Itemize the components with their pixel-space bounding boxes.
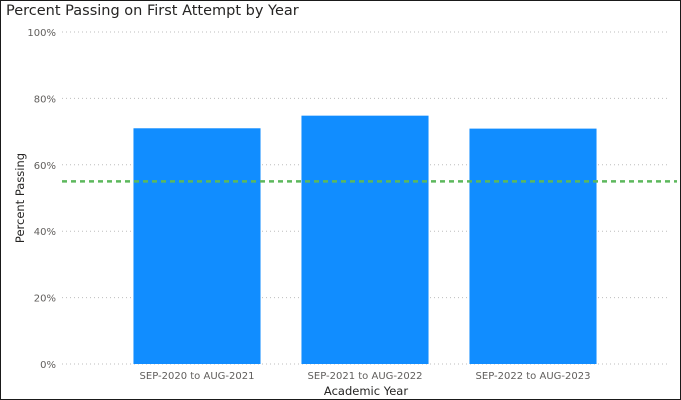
y-axis-title: Percent Passing [13, 153, 27, 243]
y-axis-ticks: 0% 20% 40% 60% 80% 100% [27, 28, 56, 371]
y-tick-label: 100% [27, 28, 56, 39]
y-tick-label: 60% [34, 161, 56, 172]
y-tick-label: 0% [40, 360, 56, 371]
bars [133, 115, 597, 364]
bar[interactable] [469, 128, 597, 364]
x-tick-label: SEP-2020 to AUG-2021 [140, 371, 255, 382]
y-tick-label: 40% [34, 227, 56, 238]
bar[interactable] [133, 128, 261, 364]
y-tick-label: 80% [34, 94, 56, 105]
x-axis-title: Academic Year [324, 384, 408, 398]
x-tick-label: SEP-2021 to AUG-2022 [308, 371, 423, 382]
x-tick-label: SEP-2022 to AUG-2023 [476, 371, 591, 382]
x-axis-ticks: SEP-2020 to AUG-2021 SEP-2021 to AUG-2022… [140, 371, 591, 382]
chart-title: Percent Passing on First Attempt by Year [6, 3, 299, 19]
bar[interactable] [301, 115, 429, 364]
y-tick-label: 20% [34, 294, 56, 305]
